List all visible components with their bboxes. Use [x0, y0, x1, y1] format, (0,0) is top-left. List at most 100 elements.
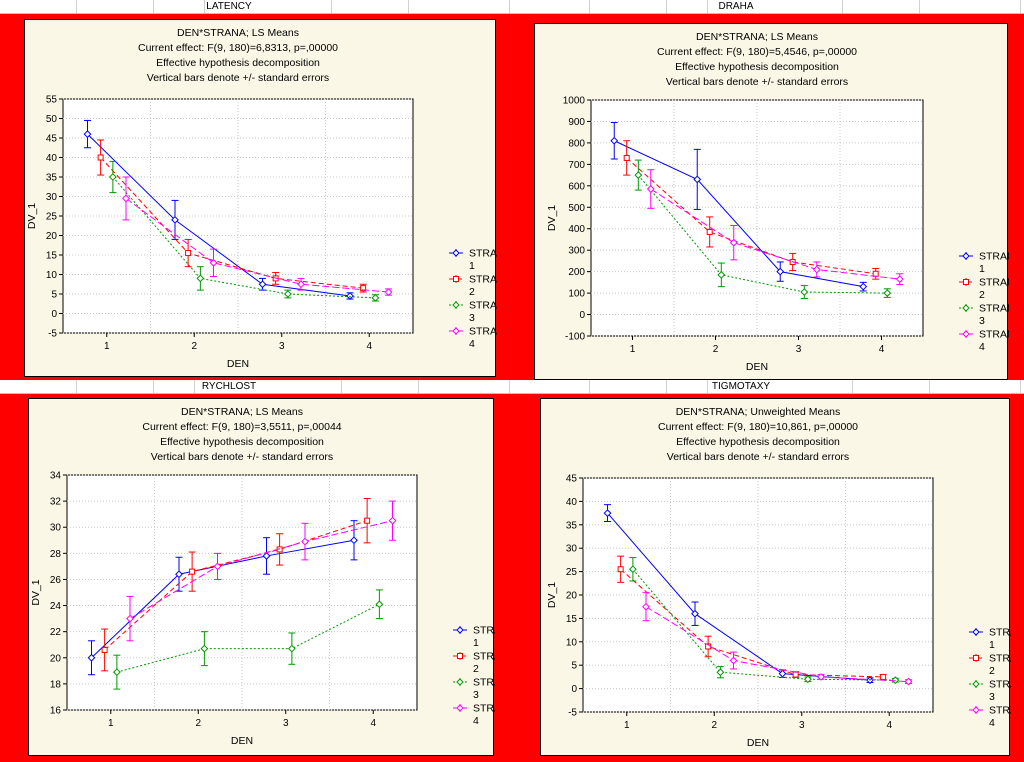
data-point [360, 285, 367, 292]
y-tick-label: 15 [566, 614, 578, 625]
x-axis-label: DEN [227, 358, 249, 370]
legend-label: STRANA [469, 274, 497, 286]
data-point [297, 280, 305, 289]
data-point [185, 250, 192, 257]
legend-label: STRANA [473, 651, 495, 663]
data-point [209, 258, 218, 267]
y-axis-label: DV_1 [30, 579, 42, 605]
y-tick-label: 20 [566, 591, 578, 602]
y-tick-label: 16 [50, 706, 62, 717]
y-tick-label: 26 [50, 575, 62, 586]
series-line-2 [620, 568, 884, 678]
y-tick-label: 55 [46, 95, 58, 106]
x-tick-label: 3 [279, 341, 285, 352]
legend-series-name: 4 [979, 341, 985, 353]
data-point [691, 609, 699, 618]
legend-label: STRANA [979, 303, 1009, 315]
data-point [350, 536, 358, 545]
data-point [200, 644, 209, 653]
x-tick-label: 2 [713, 344, 719, 355]
series-line-4 [125, 198, 389, 293]
legend-label: STRANA [473, 677, 495, 689]
sheet-title-latency: LATENCY [206, 1, 252, 12]
data-point [346, 292, 354, 300]
data-point [126, 614, 134, 623]
y-tick-label: 25 [46, 212, 58, 223]
y-tick-label: 34 [50, 471, 62, 482]
data-point [301, 537, 309, 546]
x-tick-label: 2 [191, 341, 197, 352]
y-tick-label: 30 [50, 523, 62, 534]
data-point [617, 566, 624, 573]
y-tick-label: 15 [46, 251, 58, 262]
legend-series-name: 2 [473, 663, 479, 675]
data-point [83, 130, 92, 139]
series-line-1 [614, 140, 864, 288]
y-tick-label: 24 [50, 601, 62, 612]
data-point [880, 673, 887, 680]
chart-subtitle: Vertical bars denote +/- standard errors [666, 76, 848, 88]
sheet-header-top: LATENCY DRAHA [0, 0, 1024, 14]
x-tick-label: 4 [370, 718, 376, 729]
chart-subtitle: Vertical bars denote +/- standard errors [151, 451, 333, 463]
y-tick-label: 28 [50, 549, 62, 560]
x-tick-label: 3 [283, 718, 289, 729]
y-tick-label: 700 [568, 160, 585, 171]
series-line-3 [116, 603, 380, 673]
y-tick-label: -5 [568, 708, 577, 719]
chart-subtitle: Effective hypothesis decomposition [156, 57, 320, 69]
chart-subtitle: Effective hypothesis decomposition [676, 436, 840, 448]
y-axis-label: DV_1 [546, 205, 558, 231]
data-point [108, 173, 117, 181]
y-tick-label: 600 [568, 181, 585, 192]
y-tick-label: 40 [46, 153, 58, 164]
sheet-title-draha: DRAHA [718, 1, 754, 12]
data-point [171, 215, 179, 224]
legend-marker [962, 304, 970, 312]
chart-subtitle: Vertical bars denote +/- standard errors [147, 72, 329, 84]
data-point [196, 274, 205, 283]
data-point [800, 288, 809, 296]
legend-label: STRANA [473, 703, 495, 715]
legend-series-name: 4 [473, 715, 479, 727]
y-tick-label: 20 [46, 231, 58, 242]
data-point [817, 672, 825, 681]
legend-series-name: 2 [979, 289, 985, 301]
legend-series-name: 4 [469, 338, 475, 350]
data-point [189, 568, 196, 575]
data-point [112, 668, 121, 677]
legend-marker [457, 653, 463, 659]
chart-title: DEN*STRANA; LS Means [181, 406, 303, 418]
y-tick-label: 45 [46, 134, 58, 145]
sheet-title-rychlost: RYCHLOST [201, 381, 257, 392]
x-tick-label: 1 [630, 344, 636, 355]
legend-marker [972, 706, 980, 714]
legend-series-name: 2 [989, 665, 995, 677]
series-line-2 [626, 157, 876, 275]
x-tick-label: 2 [711, 720, 717, 731]
chart-latency: DEN*STRANA; LS Means Current effect: F(9,… [24, 19, 497, 377]
data-point [716, 668, 725, 677]
legend-series-name: 3 [473, 689, 479, 701]
data-point [706, 228, 713, 235]
y-tick-label: 32 [50, 497, 62, 508]
legend-label: STRANA [469, 248, 497, 260]
data-point [603, 509, 612, 518]
data-point [776, 267, 785, 276]
legend-label: STRANA [469, 300, 497, 312]
legend-marker [456, 626, 464, 634]
data-point [729, 238, 738, 247]
chart-subtitle: Effective hypothesis decomposition [160, 436, 324, 448]
y-tick-label: 5 [571, 661, 577, 672]
legend-marker [452, 301, 460, 309]
y-tick-label: 0 [571, 684, 577, 695]
chart-tigmotaxy: DEN*STRANA; Unweighted Means Current effe… [540, 398, 1011, 756]
x-axis-label: DEN [747, 737, 769, 749]
data-point [859, 282, 868, 291]
series-line-3 [637, 174, 888, 294]
legend-marker [452, 327, 460, 335]
chart-subtitle: Current effect: F(9, 180)=5,4546, p=,000… [657, 46, 857, 58]
data-point [812, 265, 821, 274]
chart-subtitle: Current effect: F(9, 180)=3,5511, p=,000… [142, 421, 341, 433]
y-tick-label: 400 [568, 224, 585, 235]
